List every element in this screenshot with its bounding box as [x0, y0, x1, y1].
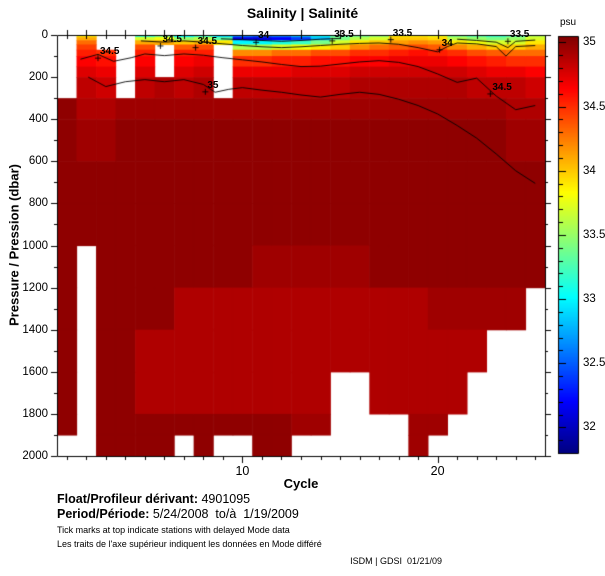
- colorbar-tick-label: 33.5: [583, 228, 605, 241]
- period-line: Period/Période: 5/24/2008 to/à 1/19/2009: [57, 507, 322, 521]
- y-tick-label: 2000: [22, 450, 48, 462]
- y-tick-label: 1000: [22, 239, 48, 252]
- colorbar-tick-label: 34.5: [583, 100, 605, 113]
- colorbar-tick-label: 34: [583, 164, 596, 177]
- y-tick-label: 400: [28, 113, 48, 126]
- y-tick-label: 200: [28, 71, 48, 84]
- agency-credit: ISDM | GDSI 01/21/09: [350, 556, 442, 566]
- period-value: 5/24/2008 to/à 1/19/2009: [149, 507, 299, 521]
- contour-label: 34: [258, 30, 270, 42]
- y-tick-label: 600: [28, 155, 48, 168]
- y-tick-label: 1800: [22, 407, 48, 420]
- y-tick-label: 0: [41, 29, 48, 41]
- contour-label: 35: [207, 79, 219, 91]
- float-id-value: 4901095: [198, 492, 251, 506]
- y-tick-label: 1400: [22, 323, 48, 336]
- contour-label: 33.5: [509, 29, 530, 41]
- contour-label: 34.5: [492, 81, 512, 93]
- x-axis-label: Cycle: [283, 476, 319, 491]
- y-tick-label: 800: [28, 197, 48, 210]
- y-tick-label: 1200: [22, 281, 48, 294]
- contour-label: 34.5: [197, 35, 218, 47]
- colorbar-tick-label: 33: [583, 293, 596, 306]
- period-label: Period/Période:: [57, 507, 150, 521]
- colorbar-tick-label: 35: [583, 36, 596, 49]
- contour-label: 34.5: [99, 46, 120, 58]
- delayed-mode-note-en: Tick marks at top indicate stations with…: [57, 525, 290, 535]
- colorbar-unit-label: psu: [559, 17, 577, 28]
- x-tick-label: 20: [430, 464, 445, 478]
- contour-label: 34.5: [162, 33, 182, 45]
- float-label: Float/Profileur dérivant:: [57, 492, 198, 506]
- x-tick-label: 10: [235, 464, 250, 478]
- y-tick-label: 1600: [22, 365, 48, 378]
- figure-footer: Float/Profileur dérivant: 4901095 Period…: [57, 492, 322, 549]
- contour-label: 34: [441, 37, 453, 49]
- colorbar-tick-label: 32: [583, 421, 596, 434]
- colorbar-tick-label: 32.5: [583, 357, 605, 370]
- contour-label: 33.5: [392, 27, 413, 39]
- float-id-line: Float/Profileur dérivant: 4901095: [57, 492, 322, 506]
- contour-label: 33.5: [334, 28, 354, 40]
- delayed-mode-note-fr: Les traits de l'axe supérieur indiquent …: [57, 539, 322, 549]
- y-axis-label: Pressure / Pression (dbar): [6, 164, 22, 326]
